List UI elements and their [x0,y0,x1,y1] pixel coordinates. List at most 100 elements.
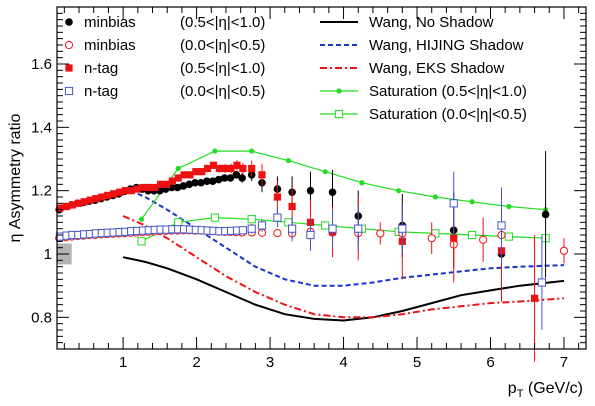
point-minbias-0-0-0-5-41 [427,234,436,243]
y-tick-label: 1.4 [31,119,52,136]
point-n-tag-0-0-0-5-32 [247,224,256,233]
point-saturation-0-5-1-0-10 [506,203,512,210]
point-saturation-0-5-1-0-3 [249,148,255,154]
legend-marker-3 [64,86,74,96]
legend-label: Wang, No Shadow [369,14,494,31]
point-saturation-0-0-0-5-0 [137,237,146,246]
point-n-tag-0-0-0-5-33 [257,221,267,230]
point-saturation-0-5-1-0-1 [175,165,181,172]
point-minbias-0-5-1-0-23 [191,178,199,187]
legend-cut: (0.5<|η|<1.0) [180,60,265,77]
point-minbias-0-5-1-0-30 [232,171,241,179]
point-n-tag-0-0-0-5-42 [537,278,547,287]
y-tick-label: 0.8 [31,309,52,326]
point-saturation-0-5-1-0-0 [138,216,145,222]
point-n-tag-0-5-1-0-4 [80,198,88,206]
point-n-tag-0-5-1-0-18 [162,180,171,188]
curve-wang-no-shadow [122,256,565,322]
point-saturation-0-5-1-0-6 [359,180,365,186]
point-n-tag-0-0-0-5-41 [497,221,506,230]
legend-label: Saturation (0.5<|η|<1.0) [369,83,527,100]
point-n-tag-0-5-1-0-24 [198,168,206,176]
point-n-tag-0-5-1-0-23 [192,168,200,176]
point-n-tag-0-5-1-0-27 [215,164,223,173]
point-n-tag-0-5-1-0-19 [168,177,176,185]
point-saturation-0-0-0-5-2 [210,213,220,222]
legend-name: n-tag [84,60,118,77]
y-axis-label: η Asymmetry ratio [7,113,24,242]
point-n-tag-0-0-0-5-38 [354,224,363,233]
legend-label: Wang, HIJING Shadow [369,37,524,54]
point-n-tag-0-5-1-0-7 [98,193,106,201]
legend-label: Wang, EKS Shadow [369,60,505,77]
y-tick-label: 1 [44,246,52,263]
point-n-tag-0-0-0-5-39 [398,224,407,233]
point-n-tag-0-5-1-0-14 [139,183,147,192]
point-saturation-0-5-1-0-5 [322,169,328,175]
point-n-tag-0-0-0-5-34 [273,213,282,222]
point-n-tag-0-5-1-0-10 [115,188,124,196]
point-minbias-0-5-1-0-22 [185,180,194,189]
point-n-tag-0-5-1-0-22 [186,171,194,179]
point-n-tag-0-0-0-5-35 [288,224,297,233]
point-saturation-0-5-1-0-7 [396,188,402,194]
legend-label: Saturation (0.0<|η|<0.5) [369,106,527,123]
point-n-tag-0-5-1-0-9 [109,190,118,198]
x-tick-label: 2 [192,354,200,371]
point-n-tag-0-5-1-0-13 [133,185,141,193]
point-saturation-0-0-0-5-10 [504,232,513,241]
point-n-tag-0-5-1-0-21 [180,171,188,179]
point-saturation-0-0-0-5-5 [321,221,330,230]
legend-marker-2 [65,64,73,72]
curve-saturation-0-5-1-0 [141,150,546,220]
point-n-tag-0-5-1-0-34 [273,193,282,201]
point-saturation-0-0-0-5-1 [174,218,183,227]
point-minbias-0-5-1-0-20 [173,183,182,192]
point-n-tag-0-0-0-5-37 [328,224,337,233]
point-minbias-0-5-1-0-37 [328,188,337,197]
legend-cut: (0.0<|η|<0.5) [180,37,265,54]
point-n-tag-0-5-1-0-20 [174,174,182,182]
legend-cut: (0.5<|η|<1.0) [180,14,265,31]
point-minbias-0-5-1-0-31 [238,174,246,182]
point-n-tag-0-5-1-0-32 [248,164,256,173]
point-minbias-0-5-1-0-24 [197,178,205,187]
point-n-tag-0-0-0-5-36 [306,230,315,240]
y-tick-label: 1.6 [31,56,52,73]
point-minbias-0-5-1-0-29 [226,174,235,182]
point-minbias-0-5-1-0-26 [208,177,217,185]
point-minbias-0-0-0-5-39 [376,229,385,238]
legend-name: minbias [84,37,136,54]
point-saturation-0-5-1-0-4 [285,157,292,164]
legend-cut: (0.0<|η|<0.5) [180,83,265,100]
point-n-tag-0-5-1-0-40 [450,234,458,242]
data-series [55,151,569,362]
point-n-tag-0-5-1-0-31 [239,164,247,173]
plot-frame [56,6,587,350]
point-n-tag-0-5-1-0-5 [86,196,94,204]
point-n-tag-0-5-1-0-28 [221,164,229,173]
point-n-tag-0-5-1-0-12 [127,187,135,195]
legend-marker-0 [65,18,73,26]
point-minbias-0-0-0-5-43 [479,235,488,244]
point-n-tag-0-5-1-0-3 [74,199,82,207]
point-n-tag-0-5-1-0-6 [92,194,100,203]
legend-line-marker-3 [336,88,342,94]
point-n-tag-0-5-1-0-17 [156,180,165,188]
point-n-tag-0-0-0-5-31 [238,226,247,235]
point-n-tag-0-0-0-5-40 [449,199,458,208]
y-tick-label: 1.2 [31,183,52,200]
point-n-tag-0-5-1-0-26 [209,161,218,169]
legend-marker-1 [64,40,74,50]
point-minbias-0-5-1-0-21 [179,182,188,190]
point-saturation-0-5-1-0-2 [212,148,218,154]
legend: minbias (0.5<|η|<1.0) minbias (0.0<|η|<0.5)… [64,14,527,123]
curve-saturation-0-0-0-5 [141,216,546,242]
point-n-tag-0-5-1-0-25 [204,164,212,173]
legend-name: n-tag [84,83,118,100]
point-minbias-0-5-1-0-27 [214,175,223,184]
point-n-tag-0-5-1-0-35 [288,202,296,211]
point-n-tag-0-5-1-0-42 [530,294,539,302]
point-minbias-0-0-0-5-34 [273,229,282,238]
axes: 1 2 3 4 5 6 7 0.8 1 1.2 1.4 1.6 [31,7,586,371]
